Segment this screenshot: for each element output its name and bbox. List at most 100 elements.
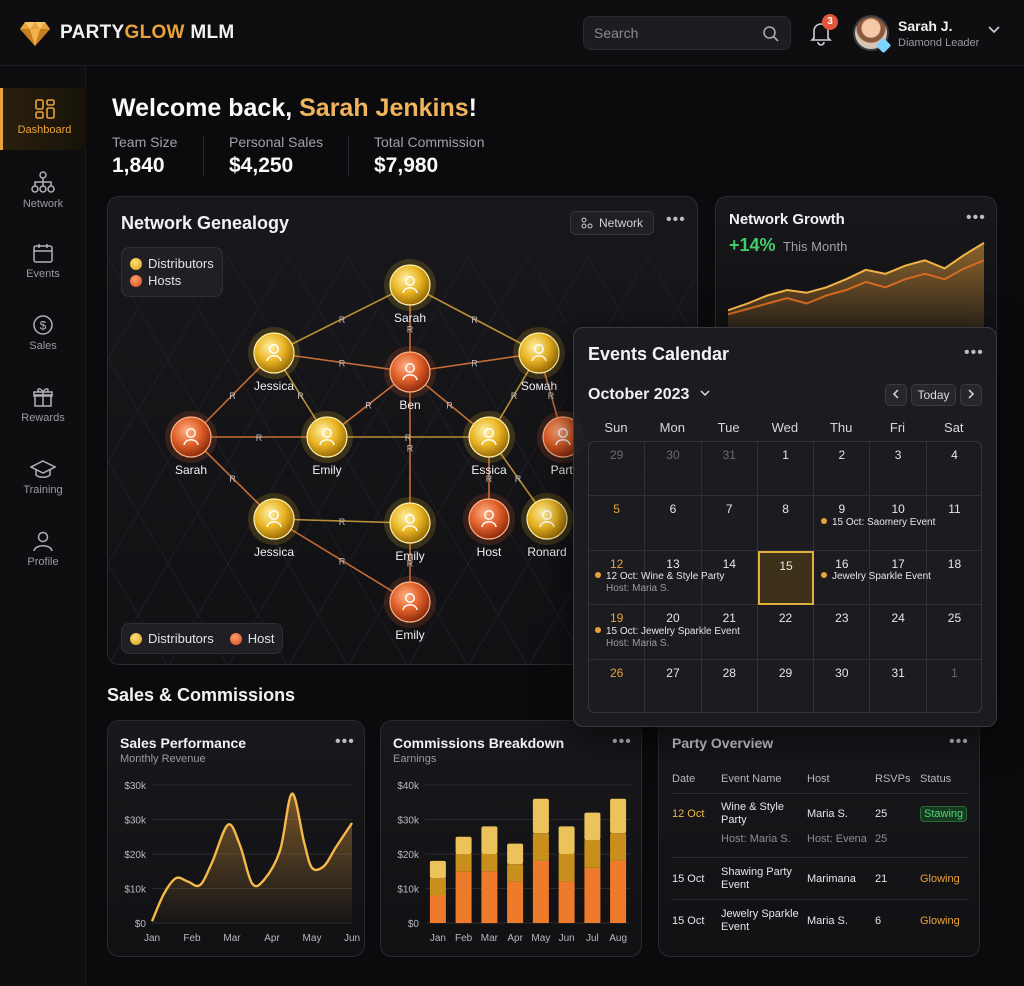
calendar-day[interactable]: 4: [926, 442, 981, 497]
more-options-icon[interactable]: •••: [612, 733, 632, 750]
calendar-day[interactable]: 6: [645, 496, 702, 551]
calendar-day[interactable]: 22: [757, 605, 815, 660]
calendar-day[interactable]: 18: [926, 551, 981, 606]
calendar-event[interactable]: 12 Oct: Wine & Style Party Host: Maria S.: [595, 571, 724, 595]
sidebar-item-dashboard[interactable]: Dashboard: [0, 88, 86, 150]
commission-bar-segment[interactable]: [455, 836, 472, 855]
genealogy-node[interactable]: Emily: [301, 411, 353, 477]
calendar-day[interactable]: 9: [814, 496, 871, 551]
calendar-day[interactable]: 10: [870, 496, 927, 551]
column-header[interactable]: Host: [807, 773, 830, 785]
sidebar-item-events[interactable]: Events: [0, 232, 86, 294]
calendar-event[interactable]: Jewelry Sparkle Event: [821, 571, 931, 583]
calendar-day[interactable]: 29: [758, 659, 815, 712]
calendar-event[interactable]: 15 Oct: Jewelry Sparkle Event Host: Maria…: [595, 626, 740, 650]
more-options-icon[interactable]: •••: [666, 211, 686, 228]
column-header[interactable]: Status: [920, 773, 952, 785]
calendar-day[interactable]: 17: [870, 550, 927, 606]
commission-bar-segment[interactable]: [429, 878, 446, 896]
month-selector[interactable]: October 2023: [588, 386, 710, 404]
calendar-event[interactable]: 15 Oct: Saomery Event: [821, 517, 935, 529]
calendar-day[interactable]: 14: [701, 550, 758, 606]
commission-bar-segment[interactable]: [558, 854, 575, 882]
genealogy-node[interactable]: Sarah: [165, 411, 217, 477]
calendar-day[interactable]: 1: [927, 660, 981, 712]
sidebar-item-sales[interactable]: $ Sales: [0, 304, 86, 366]
calendar-day[interactable]: 26: [589, 659, 646, 712]
network-view-button[interactable]: Network: [570, 211, 654, 235]
genealogy-node[interactable]: Essica: [463, 411, 515, 477]
genealogy-node[interactable]: Ben: [384, 346, 436, 412]
commission-bar-segment[interactable]: [532, 860, 549, 923]
commission-bar-segment[interactable]: [532, 798, 549, 834]
calendar-day[interactable]: 2: [814, 442, 871, 497]
next-month-button[interactable]: [960, 384, 982, 406]
commission-bar-segment[interactable]: [507, 864, 524, 882]
commission-bar-segment[interactable]: [429, 860, 446, 879]
sidebar-item-network[interactable]: Network: [0, 160, 86, 222]
calendar-day[interactable]: 30: [814, 659, 871, 712]
calendar-day[interactable]: 5: [589, 496, 646, 551]
calendar-day[interactable]: 29: [589, 442, 646, 497]
more-options-icon[interactable]: •••: [335, 733, 355, 750]
calendar-day[interactable]: 3: [870, 442, 927, 497]
calendar-day[interactable]: 23: [814, 605, 871, 660]
column-header[interactable]: RSVPs: [875, 773, 911, 785]
calendar-day[interactable]: 1: [757, 442, 815, 497]
commission-bar-segment[interactable]: [481, 854, 498, 872]
calendar-day[interactable]: 27: [645, 659, 702, 712]
commission-bar-segment[interactable]: [507, 881, 524, 923]
commission-bar-segment[interactable]: [481, 826, 498, 854]
sidebar-item-profile[interactable]: Profile: [0, 520, 86, 582]
calendar-day[interactable]: 28: [702, 659, 758, 712]
today-button[interactable]: Today: [911, 384, 956, 406]
column-header[interactable]: Date: [672, 773, 696, 785]
calendar-day[interactable]: 31: [701, 442, 758, 497]
commission-bar-segment[interactable]: [584, 867, 601, 923]
commission-bar-segment[interactable]: [455, 871, 472, 924]
more-options-icon[interactable]: •••: [966, 209, 986, 226]
calendar-day[interactable]: 25: [926, 605, 981, 660]
calendar-day[interactable]: 11: [926, 496, 981, 551]
calendar-day[interactable]: 19: [589, 605, 646, 660]
search-icon[interactable]: [762, 25, 780, 43]
commission-bar-segment[interactable]: [558, 881, 575, 923]
calendar-day[interactable]: 15: [757, 550, 815, 606]
more-options-icon[interactable]: •••: [949, 733, 969, 750]
calendar-day[interactable]: 24: [870, 605, 927, 660]
commission-bar-segment[interactable]: [584, 840, 601, 868]
brand-logo[interactable]: PARTYGLOW MLM: [20, 20, 235, 46]
genealogy-node[interactable]: Ronard: [521, 493, 573, 559]
calendar-day[interactable]: 31: [871, 659, 927, 712]
commission-bar-segment[interactable]: [610, 833, 627, 861]
calendar-day[interactable]: 7: [701, 496, 758, 551]
calendar-day[interactable]: 21: [701, 605, 758, 660]
genealogy-node[interactable]: Host: [463, 493, 515, 559]
genealogy-node[interactable]: Sомah: [513, 327, 565, 393]
genealogy-node[interactable]: Emily: [384, 497, 436, 563]
search-input[interactable]: [594, 25, 754, 41]
calendar-day[interactable]: 8: [757, 496, 815, 551]
chevron-down-icon[interactable]: [988, 26, 1000, 34]
commission-bar-segment[interactable]: [455, 854, 472, 872]
commission-bar-segment[interactable]: [507, 843, 524, 865]
genealogy-node[interactable]: Jessica: [248, 493, 300, 559]
genealogy-node[interactable]: Jessica: [248, 327, 300, 393]
calendar-day[interactable]: 12: [589, 550, 646, 606]
sidebar-item-training[interactable]: Training: [0, 448, 86, 510]
sidebar-item-rewards[interactable]: Rewards: [0, 376, 86, 438]
column-header[interactable]: Event Name: [721, 773, 782, 785]
calendar-day[interactable]: 20: [645, 605, 702, 660]
commission-bar-segment[interactable]: [584, 812, 601, 841]
prev-month-button[interactable]: [885, 384, 907, 406]
commission-bar-segment[interactable]: [429, 895, 446, 923]
genealogy-node[interactable]: Emily: [384, 576, 436, 642]
commission-bar-segment[interactable]: [610, 798, 627, 834]
genealogy-node[interactable]: Sarah: [384, 259, 436, 325]
calendar-day[interactable]: 30: [645, 442, 702, 497]
commission-bar-segment[interactable]: [481, 871, 498, 924]
commission-bar-segment[interactable]: [532, 833, 549, 861]
calendar-day[interactable]: 13: [645, 550, 702, 606]
more-options-icon[interactable]: •••: [964, 344, 984, 361]
commission-bar-segment[interactable]: [610, 860, 627, 923]
